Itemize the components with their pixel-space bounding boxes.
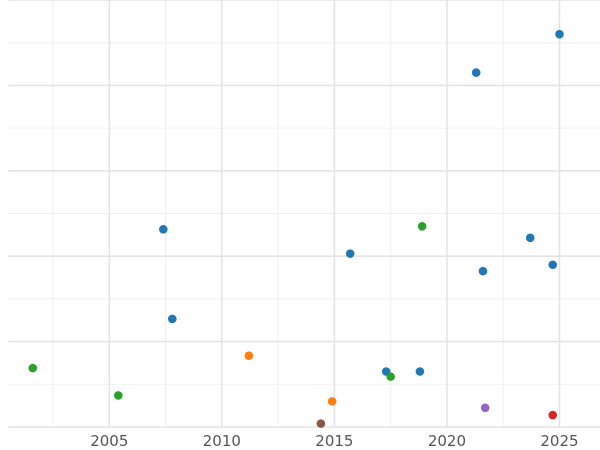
data-point [555,29,564,39]
x-tick-label: 2015 [315,432,353,450]
data-point [316,419,326,428]
data-point [548,260,558,270]
data-point [417,222,427,231]
data-point [478,266,488,276]
data-point [168,314,177,324]
data-point [415,367,425,376]
data-point [113,391,123,400]
data-point [327,397,337,406]
x-tick-label: 2025 [540,432,578,450]
x-tick-labels: 2005 2010 2015 2020 2025 [90,432,578,450]
data-point [159,224,168,234]
data-point [345,249,355,258]
data-point [525,233,535,243]
x-tick-label: 2020 [428,432,466,450]
x-tick-label: 2010 [203,432,241,450]
data-point [28,363,38,373]
data-point [471,68,481,77]
grid-layer [8,0,600,428]
data-point [480,403,490,413]
x-tick-label: 2005 [90,432,128,450]
data-point [244,351,254,360]
data-point [548,410,558,420]
data-point [386,372,395,381]
points-layer [28,29,564,428]
